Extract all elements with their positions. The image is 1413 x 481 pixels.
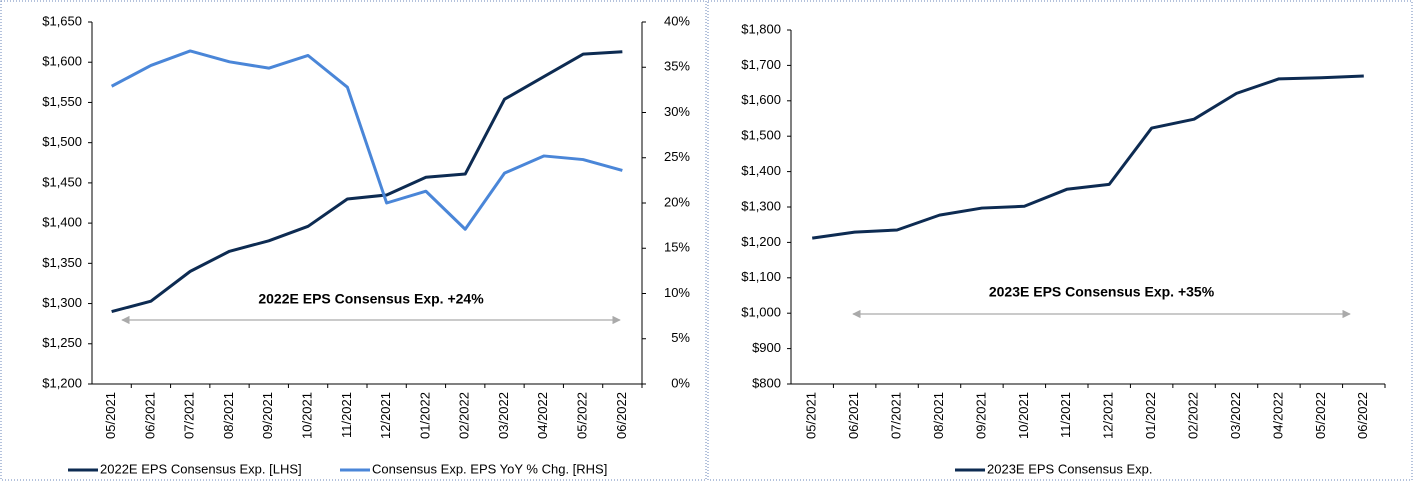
y-tick-label: $900: [752, 340, 781, 355]
x-tick-label: 08/2021: [931, 392, 946, 439]
panel-border: [707, 0, 1413, 481]
x-tick-label: 10/2021: [300, 392, 315, 439]
x-tick-label: 03/2022: [496, 392, 511, 439]
y2-tick-label: 15%: [664, 240, 690, 255]
x-tick-label: 09/2021: [260, 392, 275, 439]
x-tick-label: 12/2021: [378, 392, 393, 439]
x-tick-label: 03/2022: [1228, 392, 1243, 439]
y-tick-label: $1,000: [741, 305, 781, 320]
y-tick-label: $1,200: [42, 375, 82, 390]
x-tick-label: 05/2022: [1313, 392, 1328, 439]
x-tick-label: 12/2021: [1101, 392, 1116, 439]
series-line: [110, 49, 623, 231]
x-tick-label: 11/2021: [1058, 392, 1073, 438]
x-tick-label: 04/2022: [535, 392, 550, 439]
legend-label: Consensus Exp. EPS YoY % Chg. [RHS]: [372, 461, 607, 476]
x-tick-label: 09/2021: [973, 392, 988, 439]
x-tick-label: 05/2021: [804, 392, 819, 439]
y-tick-label: $1,100: [741, 269, 781, 284]
x-tick-label: 11/2021: [339, 392, 354, 438]
y2-tick-label: 40%: [664, 13, 690, 28]
x-tick-label: 04/2022: [1270, 392, 1285, 439]
y-tick-label: $1,400: [741, 163, 781, 178]
x-tick-label: 02/2022: [1186, 392, 1201, 439]
x-tick-label: 06/2022: [614, 392, 629, 439]
y2-tick-label: 10%: [664, 285, 690, 300]
legend-label: 2023E EPS Consensus Exp.: [987, 461, 1153, 476]
y-tick-label: $1,350: [42, 255, 82, 270]
y-tick-label: $1,800: [741, 21, 781, 36]
y-tick-label: $1,300: [741, 198, 781, 213]
x-tick-label: 06/2022: [1355, 392, 1370, 439]
x-tick-label: 01/2022: [417, 392, 432, 439]
y-tick-label: $1,650: [42, 13, 82, 28]
x-tick-label: 08/2021: [221, 392, 236, 439]
y-tick-label: $800: [752, 375, 781, 390]
series-line: [812, 74, 1364, 240]
y-tick-label: $1,600: [741, 92, 781, 107]
y-tick-label: $1,200: [741, 234, 781, 249]
y-tick-label: $1,400: [42, 215, 82, 230]
x-tick-label: 02/2022: [457, 392, 472, 439]
y2-tick-label: 25%: [664, 149, 690, 164]
x-tick-label: 06/2021: [142, 392, 157, 439]
y2-tick-label: 0%: [671, 375, 690, 390]
x-tick-label: 10/2021: [1016, 392, 1031, 439]
x-tick-label: 06/2021: [846, 392, 861, 439]
y2-tick-label: 30%: [664, 104, 690, 119]
y-tick-label: $1,450: [42, 174, 82, 189]
series-line: [111, 50, 623, 314]
y2-tick-label: 20%: [664, 194, 690, 209]
y-tick-label: $1,700: [741, 57, 781, 72]
x-tick-label: 05/2021: [103, 392, 118, 439]
y2-tick-label: 5%: [671, 330, 690, 345]
x-tick-label: 01/2022: [1143, 392, 1158, 439]
x-tick-label: 07/2021: [889, 392, 904, 439]
x-tick-label: 07/2021: [182, 392, 197, 439]
y-tick-label: $1,250: [42, 335, 82, 350]
annotation: 2023E EPS Consensus Exp. +35%: [989, 284, 1215, 300]
panel-border: [0, 0, 707, 481]
y-tick-label: $1,600: [42, 54, 82, 69]
y-tick-label: $1,550: [42, 94, 82, 109]
legend-label: 2022E EPS Consensus Exp. [LHS]: [100, 461, 302, 476]
y-tick-label: $1,500: [741, 128, 781, 143]
annotation: 2022E EPS Consensus Exp. +24%: [258, 291, 484, 307]
y2-tick-label: 35%: [664, 59, 690, 74]
y-tick-label: $1,300: [42, 295, 82, 310]
y-tick-label: $1,500: [42, 134, 82, 149]
x-tick-label: 05/2022: [575, 392, 590, 439]
